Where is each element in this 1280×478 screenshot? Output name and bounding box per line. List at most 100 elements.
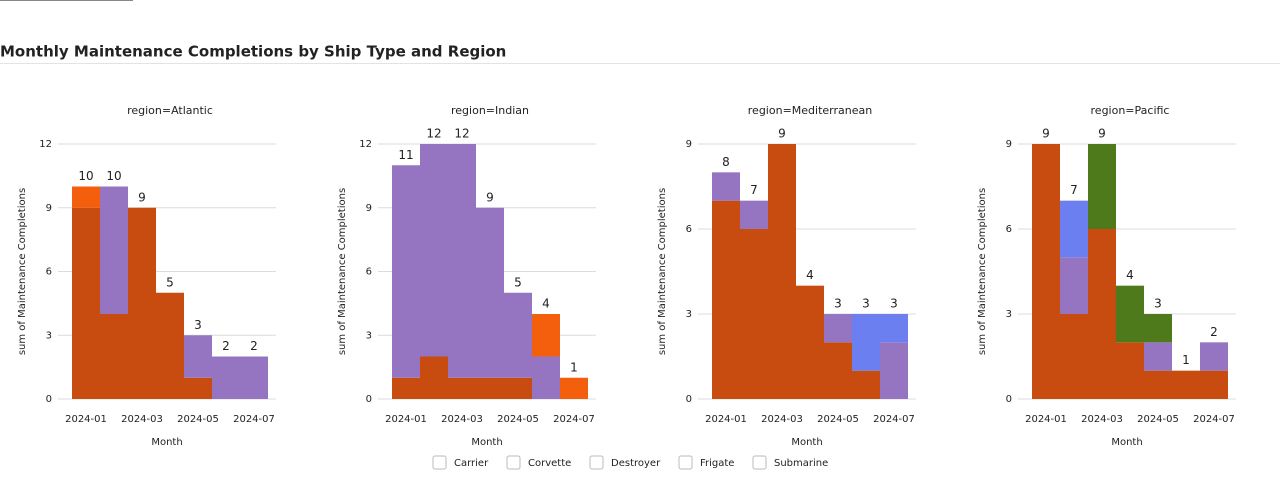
- bar-segment: [476, 207, 504, 378]
- bar-segment: [1088, 144, 1116, 229]
- data-label: 9: [778, 127, 786, 141]
- panel-title: region=Indian: [451, 104, 529, 117]
- data-label: 10: [78, 169, 93, 183]
- data-label: 7: [1070, 183, 1078, 197]
- bar-segment: [156, 292, 184, 399]
- x-tick-label: 2024-07: [233, 414, 275, 425]
- x-tick-label: 2024-05: [1137, 414, 1179, 425]
- legend-label[interactable]: Destroyer: [611, 458, 661, 469]
- data-label: 1: [570, 360, 578, 374]
- y-tick-label: 0: [366, 394, 372, 405]
- x-tick-label: 2024-07: [873, 414, 915, 425]
- data-label: 3: [834, 297, 842, 311]
- y-tick-label: 12: [359, 139, 372, 150]
- legend-label[interactable]: Corvette: [528, 458, 571, 469]
- data-label: 5: [166, 275, 174, 289]
- data-label: 3: [890, 297, 898, 311]
- legend-checkbox[interactable]: [589, 455, 604, 470]
- bar-segment: [448, 377, 476, 399]
- x-tick-label: 2024-07: [1193, 414, 1235, 425]
- y-tick-label: 9: [46, 203, 52, 214]
- legend-label[interactable]: Frigate: [700, 458, 734, 469]
- x-axis-label: Month: [151, 437, 182, 448]
- legend-checkbox[interactable]: [752, 455, 767, 470]
- y-tick-label: 0: [686, 394, 692, 405]
- bar-segment: [420, 356, 448, 399]
- bar-segment: [1144, 314, 1172, 343]
- bar-segment: [100, 186, 128, 314]
- y-tick-label: 3: [46, 330, 52, 341]
- x-tick-label: 2024-05: [817, 414, 859, 425]
- x-tick-label: 2024-01: [1025, 414, 1067, 425]
- bar-segment: [100, 314, 128, 399]
- bar-segment: [768, 144, 796, 399]
- data-label: 2: [250, 339, 258, 353]
- bar-segment: [212, 356, 240, 399]
- x-tick-label: 2024-05: [177, 414, 219, 425]
- bar-segment: [128, 207, 156, 399]
- data-label: 9: [138, 190, 146, 204]
- data-label: 7: [750, 183, 758, 197]
- bar-segment: [504, 292, 532, 378]
- page-title: Monthly Maintenance Completions by Ship …: [0, 43, 506, 61]
- legend-label[interactable]: Carrier: [454, 458, 489, 469]
- data-label: 3: [862, 297, 870, 311]
- data-label: 9: [1098, 127, 1106, 141]
- y-tick-label: 0: [46, 394, 52, 405]
- y-axis-label: sum of Maintenance Completions: [17, 188, 28, 355]
- x-tick-label: 2024-03: [761, 414, 803, 425]
- x-axis-label: Month: [1111, 437, 1142, 448]
- panel-title: region=Pacific: [1091, 104, 1170, 117]
- y-tick-label: 6: [1006, 224, 1012, 235]
- data-label: 2: [1210, 325, 1218, 339]
- y-tick-label: 9: [366, 203, 372, 214]
- bar-segment: [392, 377, 420, 399]
- y-axis-label: sum of Maintenance Completions: [977, 188, 988, 355]
- legend-checkbox[interactable]: [506, 455, 521, 470]
- y-tick-label: 3: [1006, 309, 1012, 320]
- y-tick-label: 3: [366, 330, 372, 341]
- y-tick-label: 9: [1006, 139, 1012, 150]
- bar-segment: [420, 144, 448, 357]
- data-label: 11: [398, 148, 413, 162]
- panel-title: region=Atlantic: [127, 104, 213, 117]
- y-tick-label: 6: [46, 267, 52, 278]
- x-tick-label: 2024-01: [385, 414, 427, 425]
- data-label: 10: [106, 169, 121, 183]
- data-label: 4: [542, 297, 550, 311]
- bar-segment: [740, 229, 768, 399]
- legend-checkbox[interactable]: [678, 455, 693, 470]
- bar-segment: [1060, 257, 1088, 314]
- bar-segment: [740, 200, 768, 229]
- bar-segment: [1088, 229, 1116, 399]
- bar-segment: [476, 377, 504, 399]
- bar-segment: [824, 314, 852, 343]
- bar-segment: [184, 335, 212, 378]
- bar-segment: [1200, 342, 1228, 371]
- bar-segment: [796, 285, 824, 399]
- bar-segment: [72, 186, 100, 208]
- bar-segment: [72, 207, 100, 399]
- bar-segment: [392, 165, 420, 378]
- y-tick-label: 12: [39, 139, 52, 150]
- x-axis-label: Month: [471, 437, 502, 448]
- x-tick-label: 2024-03: [441, 414, 483, 425]
- data-label: 12: [454, 127, 469, 141]
- y-tick-label: 9: [686, 139, 692, 150]
- y-tick-label: 6: [686, 224, 692, 235]
- y-axis-label: sum of Maintenance Completions: [657, 188, 668, 355]
- legend-checkbox[interactable]: [432, 455, 447, 470]
- legend-label[interactable]: Submarine: [774, 458, 828, 469]
- y-axis-label: sum of Maintenance Completions: [337, 188, 348, 355]
- bar-segment: [560, 377, 588, 399]
- data-label: 4: [1126, 268, 1134, 282]
- data-label: 3: [194, 318, 202, 332]
- y-tick-label: 6: [366, 267, 372, 278]
- bar-segment: [824, 342, 852, 399]
- x-tick-label: 2024-03: [1081, 414, 1123, 425]
- x-tick-label: 2024-01: [705, 414, 747, 425]
- bar-segment: [240, 356, 268, 399]
- bar-segment: [448, 144, 476, 378]
